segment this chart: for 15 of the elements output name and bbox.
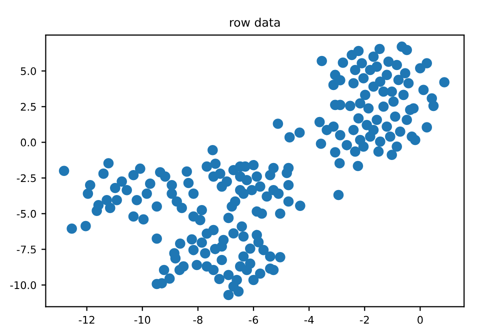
- y-tick-label: 0.0: [20, 138, 36, 146]
- x-tick-label: -10: [134, 316, 150, 324]
- x-tick-label: -4: [304, 316, 314, 324]
- x-tick-label: -6: [248, 316, 258, 324]
- y-tick-label: -5.0: [16, 210, 36, 218]
- x-tick-label: 0: [418, 316, 423, 324]
- x-tick-label: -8: [193, 316, 202, 324]
- x-tick-label: -2: [360, 316, 369, 324]
- y-tick-label: 5.0: [20, 67, 36, 76]
- y-tick-label: -10.0: [10, 281, 36, 290]
- chart-title: row data: [230, 18, 280, 27]
- y-tick-label: -7.5: [16, 246, 36, 254]
- y-tick-label: -2.5: [16, 174, 36, 182]
- y-tick-label: 2.5: [20, 102, 36, 111]
- x-tick-label: -12: [78, 316, 94, 324]
